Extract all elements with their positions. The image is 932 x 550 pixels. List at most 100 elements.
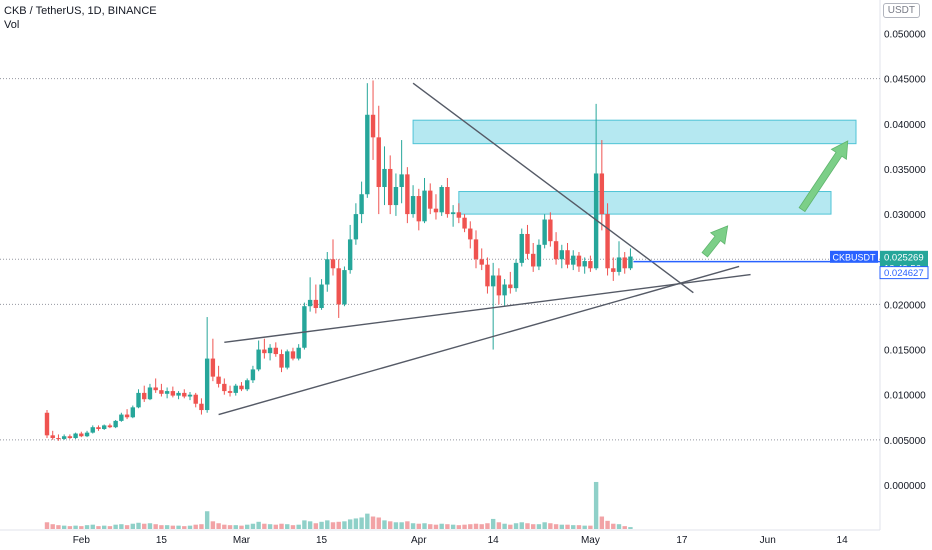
volume-bar [256,521,261,529]
current-price-tag: 0.025269 [884,252,924,263]
y-tick-label: 0.040000 [884,120,926,131]
volume-bar [142,523,147,529]
candle-body [473,239,479,260]
candle-body [164,391,170,394]
candle-body [136,392,141,408]
candle-body [61,436,67,439]
candle-body [376,137,381,188]
volume-bar [473,523,479,529]
volume-bar [273,524,278,529]
candle-body [490,275,496,287]
projection-arrow [798,140,849,213]
volume-bar [525,523,530,529]
volume-bar [628,527,633,529]
candle-body [130,407,135,418]
x-tick-label: Apr [411,535,427,546]
candle-body [153,387,158,391]
volume-bar [445,524,450,529]
candle-body [239,385,244,390]
candle-body [227,391,233,393]
volume-bar [576,525,582,529]
candle-body [285,351,290,368]
volume-bar [61,525,67,529]
candle-body [405,174,410,215]
candle-body [336,268,341,305]
x-tick-label: 15 [156,535,168,546]
y-tick-label: 0.005000 [884,436,926,447]
candle-body [456,212,462,218]
candle-body [187,394,193,397]
volume-bar [325,520,330,529]
volume-bar [267,524,273,529]
volume-bar [102,525,107,529]
volume-bar [233,525,238,529]
volume-bar [548,523,553,529]
volume-bar [147,523,153,529]
candle-body [468,228,473,240]
volume-bar [565,524,570,529]
volume-bar [56,525,61,529]
candle-body [216,376,221,384]
volume-bar [182,526,187,529]
projection-arrow [701,225,729,258]
candle-body [159,390,164,394]
volume-bar [439,523,444,529]
symbol-title: CKB / TetherUS, 1D, BINANCE [4,5,157,17]
volume-bar [559,524,564,529]
candle-body [370,114,376,138]
candle-body [96,427,101,430]
candle-body [628,256,633,269]
volume-bar [536,524,542,529]
candle-body [102,425,107,430]
y-tick-label: 0.030000 [884,210,926,221]
volume-bar [422,523,427,529]
volume-bar [296,524,301,529]
volume-bar [73,525,78,529]
volume-bar [130,523,135,529]
volume-bar [531,524,536,529]
candle-body [330,259,336,269]
volume-bar [611,523,616,529]
candle-body [353,214,359,240]
candle-body [267,347,273,354]
volume-bar [285,524,290,529]
candle-body [73,433,78,439]
candle-body [193,394,198,404]
volume-bar [416,523,421,529]
y-tick-label: 0.045000 [884,75,926,86]
x-tick-label: May [581,535,600,546]
volume-bar [428,524,433,529]
candle-body [90,427,95,433]
candle-body [199,403,204,411]
volume-label: Vol [4,19,20,31]
candle-body [182,392,187,397]
candle-body [307,299,313,307]
volume-bar [456,525,462,529]
y-tick-label: 0.035000 [884,165,926,176]
volume-bar [359,517,364,529]
volume-bar [119,524,124,529]
volume-bar [519,522,524,529]
candle-body [290,351,296,359]
volume-bar [96,526,101,529]
candle-body [582,261,587,267]
candle-body [256,349,261,370]
volume-bar [84,525,90,529]
volume-bar [370,516,376,529]
candle-body [445,187,450,215]
volume-bar [405,521,410,529]
candle-body [605,214,610,269]
volume-bar [250,523,256,529]
currency-badge[interactable]: USDT [882,3,920,18]
volume-bar [388,521,393,529]
candle-body [428,190,433,209]
volume-bar [176,525,181,529]
volume-bar [399,522,404,529]
volume-bar [376,517,381,529]
candle-body [611,268,616,272]
x-tick-label: 14 [488,535,500,546]
volume-bar [50,524,55,529]
candle-body [571,255,576,265]
y-tick-label: 0.020000 [884,300,926,311]
